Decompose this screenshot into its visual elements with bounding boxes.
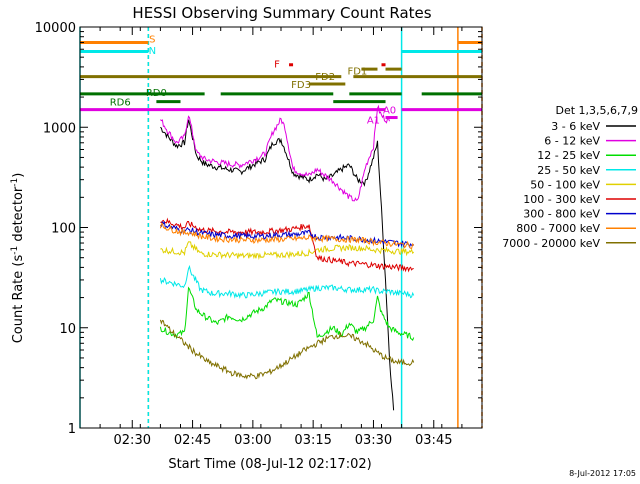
y-tick-label: 10000 <box>35 21 76 36</box>
legend-entry-label: 3 - 6 keV <box>551 120 600 133</box>
series-line-4 <box>160 241 415 260</box>
legend-entry-label: 300 - 800 keV <box>523 208 600 221</box>
flag-label-rd6: RD6 <box>110 98 131 109</box>
y-axis-label-part3: ) <box>11 173 26 178</box>
x-axis-label: Start Time (08-Jul-12 02:17:02) <box>168 457 371 472</box>
y-tick-label: 1 <box>68 422 76 437</box>
flag-label-f: F <box>274 60 280 71</box>
chart-title: HESSI Observing Summary Count Rates <box>132 4 431 22</box>
series-line-5 <box>160 217 414 273</box>
series-line-8 <box>159 319 415 380</box>
x-tick-label: 03:45 <box>415 433 452 448</box>
flag-label-fd1: FD1 <box>347 66 367 77</box>
series-line-0 <box>160 119 395 411</box>
y-axis-label-part1: Count Rate (s <box>11 255 26 344</box>
flag-label-a1: A1 <box>367 115 380 126</box>
y-axis-label-part2: detector <box>11 186 26 246</box>
legend-entry-label: 100 - 300 keV <box>523 193 600 206</box>
y-tick-label: 1000 <box>43 121 76 136</box>
legend-entry-label: 7000 - 20000 keV <box>502 237 600 250</box>
flag-label-s: S <box>149 34 155 45</box>
flag-label-a0: A0 <box>383 106 396 117</box>
legend-entry-label: 50 - 100 keV <box>530 178 600 191</box>
x-tick-label: 03:15 <box>294 433 331 448</box>
timestamp: 8-Jul-2012 17:05 <box>569 469 636 478</box>
legend-title: Det 1,3,5,6,7,9 <box>555 104 638 117</box>
series-line-2 <box>159 286 415 341</box>
x-tick-label: 03:00 <box>234 433 271 448</box>
x-tick-label: 02:45 <box>174 433 211 448</box>
y-tick-label: 100 <box>51 222 76 237</box>
y-axis-label-sup2: -1 <box>10 178 20 187</box>
y-axis-label: Count Rate (s-1 detector-1) <box>10 173 26 344</box>
legend-entry-label: 800 - 7000 keV <box>516 222 600 235</box>
flag-label-fd2: FD2 <box>315 72 335 83</box>
series-line-7 <box>159 222 415 249</box>
legend-entry-label: 12 - 25 keV <box>537 149 600 162</box>
series-line-1 <box>160 104 390 202</box>
flag-label-fd3: FD3 <box>291 80 311 91</box>
y-axis-label-sup1: -1 <box>10 246 20 255</box>
x-tick-label: 03:30 <box>355 433 392 448</box>
legend-entry-label: 25 - 50 keV <box>537 164 600 177</box>
y-tick-label: 10 <box>59 322 76 337</box>
legend-entry-label: 6 - 12 keV <box>544 135 600 148</box>
flag-label-rd0: RD0 <box>146 88 167 99</box>
x-tick-label: 02:30 <box>114 433 151 448</box>
flag-label-n: N <box>149 46 156 57</box>
series-line-3 <box>159 264 415 299</box>
